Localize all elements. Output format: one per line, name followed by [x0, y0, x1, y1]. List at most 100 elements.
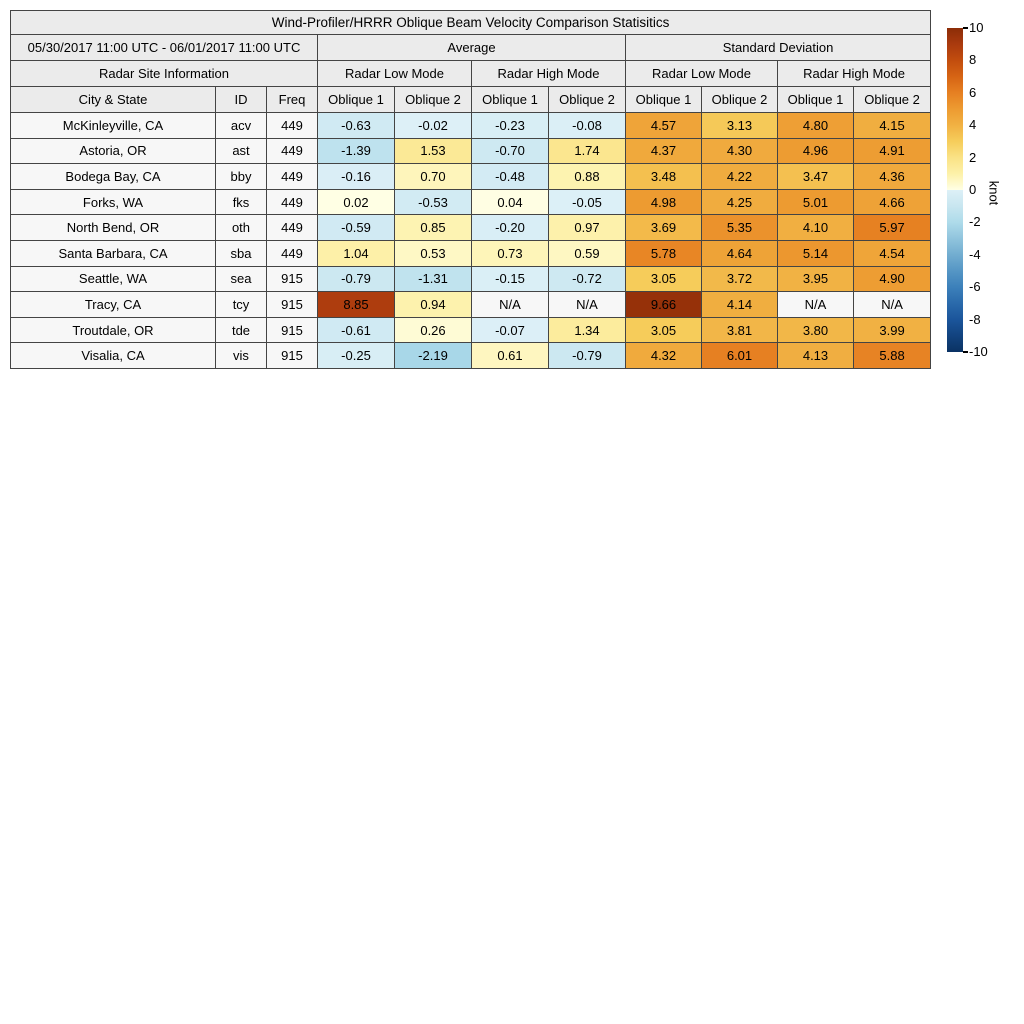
value-cell: -2.19 [394, 342, 472, 369]
value-cell: 4.32 [625, 342, 702, 369]
value-cell: 3.69 [625, 214, 702, 241]
freq-cell: 915 [266, 265, 318, 293]
value-cell: 0.88 [548, 163, 626, 190]
colorbar-tick-label: -8 [969, 311, 981, 327]
id-column-header: ID [215, 86, 267, 113]
value-cell: 0.97 [548, 214, 626, 241]
site-id-cell: fks [215, 188, 267, 216]
value-cell: 8.85 [317, 291, 395, 318]
site-info-header: Radar Site Information [10, 60, 318, 87]
city-cell: Troutdale, OR [10, 316, 216, 344]
stddev-group-header: Standard Deviation [624, 34, 932, 61]
value-cell: -0.05 [548, 188, 626, 216]
freq-cell: 449 [266, 214, 318, 241]
table-row: McKinleyville, CA acv 449 -0.63 -0.02 -0.23 -0… [10, 112, 932, 139]
value-cell: 4.14 [701, 291, 778, 318]
site-id-cell: bby [215, 163, 267, 190]
value-cell: 3.05 [625, 316, 702, 344]
colorbar-tick-mark [963, 351, 968, 353]
mode-header-row: Radar Site Information Radar Low Mode Ra… [10, 60, 932, 87]
value-cell: -0.61 [317, 316, 395, 344]
city-column-header: City & State [10, 86, 216, 113]
value-cell: 0.61 [471, 342, 549, 369]
value-cell: 4.66 [852, 188, 932, 216]
value-cell: 3.48 [625, 163, 702, 190]
value-cell: 4.36 [852, 163, 932, 190]
value-cell: 4.96 [777, 137, 854, 165]
value-cell: 4.13 [777, 342, 854, 369]
colorbar-tick-label: -6 [969, 279, 981, 295]
colorbar-tick-label: -4 [969, 246, 981, 262]
value-cell: 5.14 [777, 239, 854, 267]
value-cell: -0.70 [471, 137, 549, 165]
value-cell: N/A [777, 291, 854, 318]
table-row: Troutdale, OR tde 915 -0.61 0.26 -0.07 1.34 3.0… [10, 316, 932, 344]
value-cell: 3.05 [625, 265, 702, 293]
freq-cell: 915 [266, 316, 318, 344]
value-cell: 0.26 [394, 316, 472, 344]
value-cell: -0.23 [471, 112, 549, 139]
colorbar-tick-label: 4 [969, 117, 977, 133]
value-cell: 0.73 [471, 239, 549, 267]
value-cell: -0.53 [394, 188, 472, 216]
table-title: Wind-Profiler/HRRR Oblique Beam Velocity… [9, 10, 932, 35]
colorbar-tick-label: 6 [969, 84, 977, 100]
site-id-cell: tde [215, 316, 267, 344]
value-cell: -0.48 [471, 163, 549, 190]
value-cell: 5.78 [625, 239, 702, 267]
value-cell: -0.63 [317, 112, 395, 139]
table-row: Bodega Bay, CA bby 449 -0.16 0.70 -0.48 0.88 3.… [10, 163, 932, 190]
value-cell: -0.79 [317, 265, 395, 293]
value-cell: 3.72 [701, 265, 778, 293]
oblique2-column-header: Oblique 2 [852, 86, 932, 113]
value-cell: 4.30 [701, 137, 778, 165]
value-cell: 6.01 [701, 342, 778, 369]
value-cell: -1.31 [394, 265, 472, 293]
table-row: Seattle, WA sea 915 -0.79 -1.31 -0.15 -0.72 3.0… [10, 265, 932, 293]
table-row: Santa Barbara, CA sba 449 1.04 0.53 0.73 0.59 5… [10, 239, 932, 267]
value-cell: 4.57 [625, 112, 702, 139]
average-group-header: Average [317, 34, 626, 61]
std-high-mode-header: Radar High Mode [776, 60, 932, 87]
value-cell: -0.25 [317, 342, 395, 369]
value-cell: 4.64 [701, 239, 778, 267]
column-header-row: City & State ID Freq Oblique 1 Oblique 2… [10, 86, 932, 113]
site-id-cell: vis [215, 342, 267, 369]
value-cell: 3.95 [777, 265, 854, 293]
city-cell: Santa Barbara, CA [10, 239, 216, 267]
freq-cell: 449 [266, 239, 318, 267]
value-cell: -1.39 [317, 137, 395, 165]
value-cell: 5.35 [701, 214, 778, 241]
freq-cell: 449 [266, 188, 318, 216]
freq-column-header: Freq [266, 86, 318, 113]
group-header-row: 05/30/2017 11:00 UTC - 06/01/2017 11:00 … [10, 34, 932, 61]
value-cell: 3.99 [852, 316, 932, 344]
value-cell: 0.59 [548, 239, 626, 267]
value-cell: 0.85 [394, 214, 472, 241]
value-cell: 5.88 [852, 342, 932, 369]
value-cell: 4.15 [852, 112, 932, 139]
city-cell: Bodega Bay, CA [10, 163, 216, 190]
value-cell: 0.94 [394, 291, 472, 318]
city-cell: North Bend, OR [10, 214, 216, 241]
site-id-cell: sba [215, 239, 267, 267]
value-cell: 4.80 [777, 112, 854, 139]
oblique1-column-header: Oblique 1 [317, 86, 395, 113]
value-cell: -0.08 [548, 112, 626, 139]
value-cell: 4.22 [701, 163, 778, 190]
oblique1-column-header: Oblique 1 [777, 86, 854, 113]
value-cell: 3.13 [701, 112, 778, 139]
value-cell: -0.02 [394, 112, 472, 139]
freq-cell: 915 [266, 291, 318, 318]
value-cell: N/A [852, 291, 932, 318]
colorbar-tick-label: 8 [969, 52, 977, 68]
city-cell: Visalia, CA [10, 342, 216, 369]
table-row: Astoria, OR ast 449 -1.39 1.53 -0.70 1.74 4.37 4… [10, 137, 932, 165]
colorbar-tick-label: -2 [969, 214, 981, 230]
oblique2-column-header: Oblique 2 [701, 86, 778, 113]
site-id-cell: oth [215, 214, 267, 241]
value-cell: 5.01 [777, 188, 854, 216]
colorbar-tick-label: 0 [969, 182, 977, 197]
city-cell: Seattle, WA [10, 265, 216, 293]
